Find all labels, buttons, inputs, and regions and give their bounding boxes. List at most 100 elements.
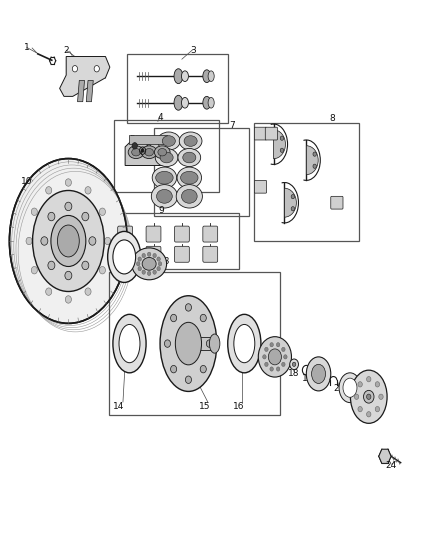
- Ellipse shape: [132, 149, 141, 156]
- Circle shape: [284, 355, 287, 359]
- Circle shape: [276, 367, 280, 371]
- Circle shape: [157, 257, 160, 261]
- Circle shape: [153, 270, 156, 274]
- Text: 16: 16: [233, 402, 245, 411]
- Ellipse shape: [152, 167, 177, 188]
- Circle shape: [99, 266, 106, 274]
- Text: 19: 19: [302, 374, 314, 383]
- Text: 9: 9: [159, 206, 164, 215]
- Circle shape: [48, 212, 55, 221]
- Circle shape: [358, 407, 362, 412]
- Ellipse shape: [350, 370, 387, 423]
- Ellipse shape: [113, 314, 146, 373]
- Bar: [127, 54, 228, 123]
- Circle shape: [26, 237, 32, 245]
- Circle shape: [157, 266, 160, 271]
- Circle shape: [105, 237, 111, 245]
- Ellipse shape: [132, 248, 166, 280]
- Circle shape: [282, 362, 285, 367]
- Text: 23: 23: [364, 407, 375, 416]
- Circle shape: [137, 262, 140, 266]
- Ellipse shape: [183, 152, 196, 163]
- Ellipse shape: [142, 257, 156, 270]
- Polygon shape: [78, 80, 85, 102]
- Ellipse shape: [208, 98, 214, 108]
- Text: 8: 8: [330, 114, 336, 123]
- Polygon shape: [60, 56, 110, 96]
- Ellipse shape: [160, 296, 217, 391]
- Ellipse shape: [181, 98, 188, 108]
- FancyBboxPatch shape: [254, 127, 267, 140]
- Ellipse shape: [209, 334, 220, 353]
- Ellipse shape: [32, 190, 104, 292]
- Circle shape: [280, 148, 284, 152]
- Bar: [153, 128, 249, 216]
- Text: 20: 20: [316, 380, 327, 389]
- Circle shape: [375, 382, 380, 387]
- Ellipse shape: [162, 136, 175, 147]
- Circle shape: [364, 390, 374, 403]
- Text: 3: 3: [190, 46, 196, 55]
- Ellipse shape: [108, 231, 141, 282]
- FancyBboxPatch shape: [174, 226, 189, 242]
- Ellipse shape: [119, 325, 140, 363]
- Polygon shape: [130, 135, 166, 144]
- Circle shape: [41, 237, 48, 245]
- Circle shape: [31, 266, 37, 274]
- Circle shape: [313, 164, 316, 168]
- Circle shape: [164, 340, 170, 348]
- Wedge shape: [285, 188, 297, 217]
- Ellipse shape: [113, 240, 136, 274]
- Circle shape: [142, 270, 145, 274]
- Circle shape: [85, 288, 91, 295]
- Circle shape: [138, 257, 141, 261]
- Circle shape: [48, 261, 55, 270]
- Text: 21: 21: [333, 384, 345, 393]
- Circle shape: [206, 340, 212, 348]
- Text: 4: 4: [157, 113, 163, 122]
- Text: 17: 17: [269, 366, 281, 375]
- Ellipse shape: [174, 95, 183, 110]
- Text: 2: 2: [64, 46, 69, 55]
- Ellipse shape: [181, 71, 188, 82]
- Ellipse shape: [311, 365, 325, 383]
- Ellipse shape: [179, 132, 202, 150]
- Circle shape: [265, 362, 268, 367]
- Circle shape: [94, 66, 99, 72]
- Ellipse shape: [51, 215, 86, 266]
- Circle shape: [379, 394, 383, 399]
- FancyBboxPatch shape: [203, 246, 218, 262]
- Circle shape: [358, 382, 362, 387]
- Circle shape: [276, 343, 280, 347]
- Ellipse shape: [181, 189, 197, 203]
- Circle shape: [354, 394, 359, 399]
- Circle shape: [141, 149, 144, 152]
- Ellipse shape: [10, 159, 127, 324]
- Ellipse shape: [141, 146, 157, 159]
- Circle shape: [375, 407, 380, 412]
- Circle shape: [65, 271, 72, 280]
- FancyBboxPatch shape: [146, 246, 161, 262]
- Circle shape: [185, 376, 191, 383]
- FancyBboxPatch shape: [174, 246, 189, 262]
- FancyBboxPatch shape: [118, 226, 133, 242]
- Ellipse shape: [180, 171, 198, 184]
- Wedge shape: [306, 146, 318, 175]
- Circle shape: [82, 261, 89, 270]
- Text: 5: 5: [129, 135, 134, 144]
- Circle shape: [291, 195, 295, 199]
- Circle shape: [99, 208, 106, 215]
- Ellipse shape: [175, 322, 201, 365]
- Ellipse shape: [178, 149, 201, 166]
- Bar: [114, 120, 219, 192]
- Text: 12: 12: [124, 241, 136, 250]
- Text: 13: 13: [159, 257, 170, 265]
- Wedge shape: [274, 130, 286, 159]
- FancyBboxPatch shape: [118, 246, 133, 262]
- Text: 11: 11: [82, 201, 94, 210]
- Circle shape: [367, 376, 371, 382]
- Circle shape: [148, 252, 151, 256]
- Circle shape: [170, 314, 177, 322]
- Circle shape: [270, 343, 273, 347]
- Polygon shape: [86, 80, 93, 102]
